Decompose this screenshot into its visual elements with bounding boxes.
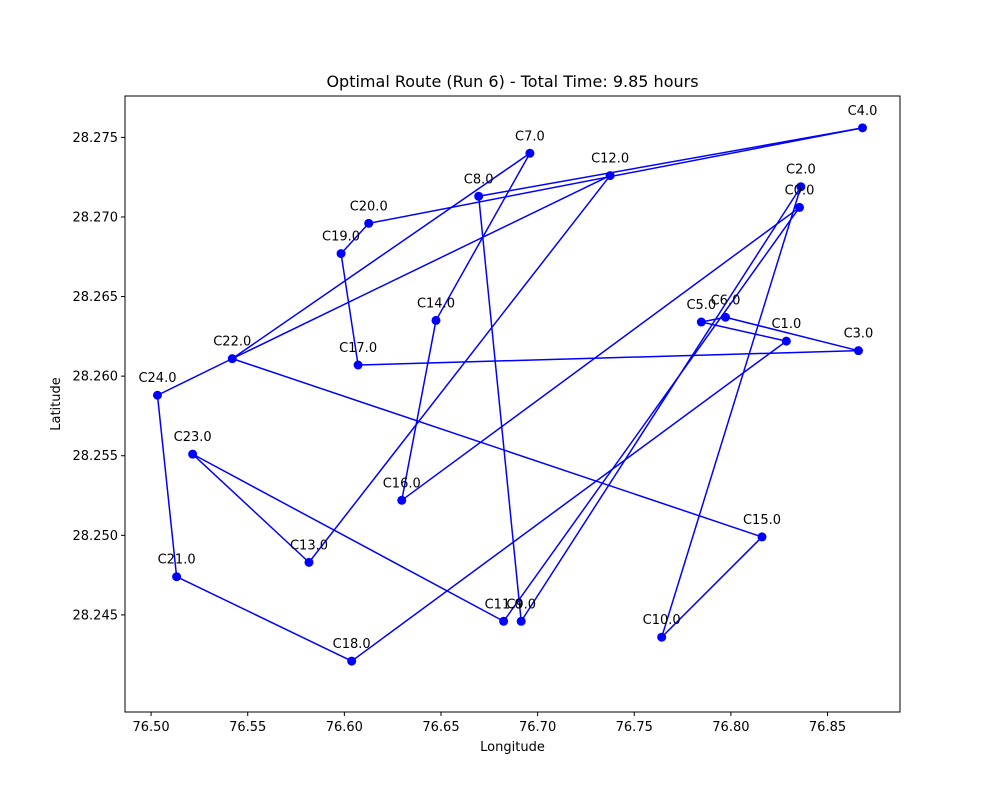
route-segment [340, 253, 359, 366]
route-point [516, 616, 526, 626]
y-tick-label: 28.270 [73, 210, 119, 225]
x-tick-label: 76.75 [616, 720, 653, 735]
route-segment [192, 453, 504, 622]
route-point-label: C1.0 [771, 317, 801, 332]
route-point [364, 218, 374, 228]
route-segment [368, 127, 863, 225]
route-point [525, 148, 535, 158]
route-point-label: C10.0 [643, 613, 681, 628]
route-point [336, 249, 346, 259]
route-point [188, 449, 198, 459]
route-segment [660, 186, 802, 638]
route-point [347, 656, 357, 666]
route-point-label: C3.0 [844, 327, 874, 342]
chart-title: Optimal Route (Run 6) - Total Time: 9.85… [326, 72, 698, 91]
route-point [152, 390, 162, 400]
route-segment [351, 340, 787, 662]
route-point [795, 202, 805, 212]
route-segment [502, 206, 801, 622]
route-point-label: C0.0 [785, 183, 815, 198]
route-point-label: C18.0 [333, 637, 371, 652]
route-point-label: C5.0 [686, 298, 716, 313]
plot-area-frame [124, 95, 901, 713]
route-point [397, 495, 407, 505]
route-point-label: C9.0 [506, 597, 536, 612]
route-point-label: C16.0 [383, 476, 421, 491]
route-point [172, 572, 182, 582]
route-point-label: C24.0 [138, 371, 176, 386]
y-tick-label: 28.260 [73, 370, 119, 385]
route-point [474, 191, 484, 201]
route-segment [358, 349, 859, 366]
route-point-label: C7.0 [515, 129, 545, 144]
route-point [605, 171, 615, 181]
x-axis-label: Longitude [480, 740, 545, 755]
route-point [353, 360, 363, 370]
y-tick-label: 28.245 [73, 608, 119, 623]
route-point-label: C8.0 [464, 172, 494, 187]
route-segment [231, 174, 611, 360]
x-tick-label: 76.70 [519, 720, 556, 735]
route-point-label: C12.0 [591, 152, 629, 167]
route-point-label: C4.0 [848, 104, 878, 119]
x-tick-label: 76.65 [422, 720, 459, 735]
route-point-label: C6.0 [711, 293, 741, 308]
route-point [720, 312, 730, 322]
route-point-label: C20.0 [350, 199, 388, 214]
route-segment [661, 536, 763, 638]
route-segment [401, 320, 437, 501]
route-point-label: C2.0 [786, 163, 816, 178]
route-point [431, 315, 441, 325]
x-tick-label: 76.85 [809, 720, 846, 735]
route-segment [308, 175, 611, 563]
route-point [499, 616, 509, 626]
route-point [657, 632, 667, 642]
route-point-label: C15.0 [743, 513, 781, 528]
route-point-label: C19.0 [322, 230, 360, 245]
route-point-label: C17.0 [339, 341, 377, 356]
route-point [853, 346, 863, 356]
x-tick-label: 76.60 [326, 720, 363, 735]
x-tick-label: 76.80 [712, 720, 749, 735]
route-point-label: C21.0 [158, 553, 196, 568]
route-point [757, 532, 767, 542]
route-point-labels: C0.0 C1.0 C2.0 C3.0 C4.0 C5.0C6.0 C7.0 C8.0 C9.0… [138, 104, 877, 652]
y-tick-label: 28.255 [73, 449, 119, 464]
route-point [227, 354, 237, 364]
route-segment [156, 395, 178, 577]
x-axis-ticks: 76.50 76.55 76.60 76.65 76.70 76.75 76.80 76.85 [132, 712, 846, 735]
route-segment [176, 576, 353, 662]
route-segment [231, 152, 531, 360]
route-segment [477, 196, 522, 622]
y-tick-label: 28.275 [73, 131, 119, 146]
route-segment [232, 357, 763, 538]
y-tick-label: 28.265 [73, 290, 119, 305]
route-point [796, 182, 806, 192]
route-point [858, 123, 868, 133]
x-tick-label: 76.55 [229, 720, 266, 735]
route-segment [157, 357, 233, 396]
route-segment [725, 316, 859, 352]
route-segment [478, 127, 863, 198]
route-point-label: C13.0 [290, 538, 328, 553]
route-segment [192, 453, 310, 563]
route-segment [340, 222, 370, 255]
y-axis-label: Latitude [49, 377, 64, 431]
route-segment [520, 186, 802, 622]
route-path [156, 127, 863, 662]
route-point-label: C23.0 [174, 430, 212, 445]
route-point [696, 317, 706, 327]
route-segment [401, 206, 800, 501]
route-point-label: C11.0 [485, 597, 523, 612]
route-point [781, 336, 791, 346]
y-axis-ticks: 28.245 28.250 28.255 28.260 28.265 28.270 28.2… [73, 131, 125, 623]
x-tick-label: 76.50 [132, 720, 169, 735]
route-point-label: C22.0 [213, 335, 251, 350]
route-point-label: C14.0 [417, 296, 455, 311]
route-point [304, 557, 314, 567]
route-points [152, 123, 868, 666]
y-tick-label: 28.250 [73, 529, 119, 544]
